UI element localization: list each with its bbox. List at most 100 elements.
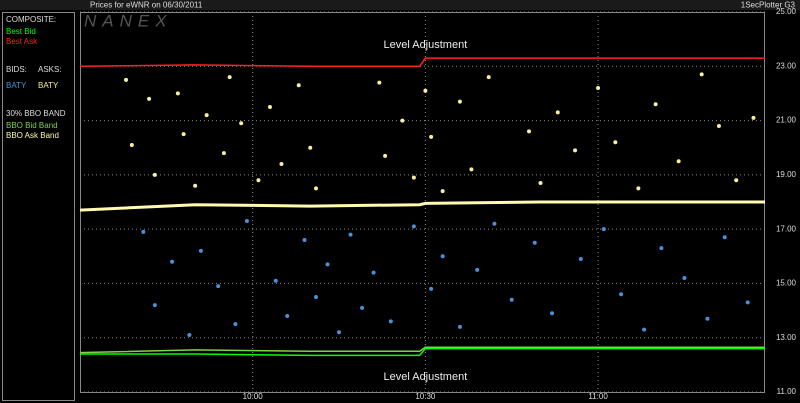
price-dot xyxy=(469,167,474,172)
x-tick-label: 10:30 xyxy=(415,392,436,401)
price-dot xyxy=(538,181,543,185)
price-dot xyxy=(550,311,555,316)
price-dot xyxy=(526,129,531,134)
legend-entry: BBO Ask Band xyxy=(6,131,59,140)
price-dot xyxy=(440,189,445,194)
price-dot xyxy=(233,322,238,327)
legend-heading: COMPOSITE: xyxy=(6,15,56,24)
price-dot xyxy=(555,110,560,115)
price-dot xyxy=(532,240,537,245)
price-dot xyxy=(129,143,134,147)
price-dot xyxy=(619,292,624,297)
price-dot xyxy=(147,96,152,101)
price-dot xyxy=(325,262,330,267)
price-dot xyxy=(193,183,198,188)
legend-entry: BATY xyxy=(6,81,27,90)
price-dot xyxy=(267,105,272,109)
series-line xyxy=(80,347,765,357)
y-tick-label: 13.00 xyxy=(776,333,797,342)
price-dot xyxy=(296,83,301,88)
price-dot xyxy=(573,148,578,153)
legend-heading: BIDS: xyxy=(6,65,27,74)
price-dot xyxy=(377,80,382,85)
price-dot xyxy=(429,134,434,139)
price-dot xyxy=(152,303,157,308)
price-dot xyxy=(676,159,681,164)
price-dot xyxy=(175,91,180,96)
price-dot xyxy=(314,295,319,299)
price-dot xyxy=(337,330,342,335)
price-dot xyxy=(486,75,491,80)
price-dot xyxy=(457,324,462,329)
price-dot xyxy=(751,115,756,120)
price-dot xyxy=(601,227,606,232)
price-dot xyxy=(475,267,480,272)
price-dot xyxy=(383,153,388,158)
annotation: Level Adjustment xyxy=(383,39,467,51)
legend-entry: BATY xyxy=(38,81,59,90)
price-dot xyxy=(699,72,704,77)
price-dot xyxy=(423,88,428,93)
price-dot xyxy=(256,178,261,183)
price-dot xyxy=(596,86,601,90)
price-dot xyxy=(745,300,750,305)
price-dot xyxy=(659,246,664,251)
price-dot xyxy=(705,316,710,321)
price-dot xyxy=(388,319,393,324)
legend-heading: 30% BBO BAND xyxy=(6,109,66,118)
y-tick-label: 19.00 xyxy=(776,170,797,179)
y-tick-label: 11.00 xyxy=(777,387,797,396)
price-dot xyxy=(152,172,157,177)
price-dot xyxy=(653,102,658,107)
price-dot xyxy=(204,113,209,118)
series-line xyxy=(79,57,765,68)
price-dot xyxy=(187,333,192,337)
x-tick-label: 10:00 xyxy=(243,392,264,401)
price-dot xyxy=(181,132,186,137)
price-dot xyxy=(682,276,687,280)
price-dot xyxy=(221,151,226,156)
price-dot xyxy=(273,278,278,283)
price-dot xyxy=(411,175,416,180)
watermark: NANEX xyxy=(84,11,173,30)
price-dot xyxy=(492,221,497,226)
price-dot xyxy=(371,270,376,275)
price-dot xyxy=(429,286,434,291)
price-dot xyxy=(400,118,405,123)
price-dot xyxy=(198,248,203,253)
y-tick-label: 21.00 xyxy=(776,116,797,125)
legend-entry: Best Ask xyxy=(6,37,38,46)
price-dot xyxy=(285,314,290,318)
series-line xyxy=(79,200,765,212)
header-bar xyxy=(0,0,800,10)
legend-entry: BBO Bid Band xyxy=(6,121,58,130)
x-tick-label: 11:00 xyxy=(588,392,608,401)
y-tick-label: 15.00 xyxy=(776,279,797,288)
price-dot xyxy=(440,254,445,259)
price-dot xyxy=(227,75,232,80)
price-dot xyxy=(360,305,365,310)
price-dot xyxy=(170,259,175,264)
annotation: Level Adjustment xyxy=(383,371,467,383)
price-dot xyxy=(636,186,641,191)
series-line xyxy=(79,346,765,354)
y-tick-label: 25.00 xyxy=(776,7,797,16)
price-dot xyxy=(509,297,514,302)
price-dot xyxy=(613,140,618,145)
price-dot xyxy=(734,178,739,183)
legend-entry: Best Bid xyxy=(6,27,36,36)
price-dot xyxy=(124,77,129,82)
price-dot xyxy=(244,219,249,223)
price-dot xyxy=(302,238,307,242)
price-dot xyxy=(279,162,284,166)
price-dot xyxy=(411,224,416,229)
price-dot xyxy=(716,124,721,128)
y-tick-label: 17.00 xyxy=(776,224,797,233)
price-dot xyxy=(457,99,462,104)
price-dot xyxy=(348,232,353,237)
price-dot xyxy=(722,235,727,240)
price-dot xyxy=(578,257,583,261)
price-dot xyxy=(216,284,221,289)
legend-heading: ASKS: xyxy=(38,65,62,74)
